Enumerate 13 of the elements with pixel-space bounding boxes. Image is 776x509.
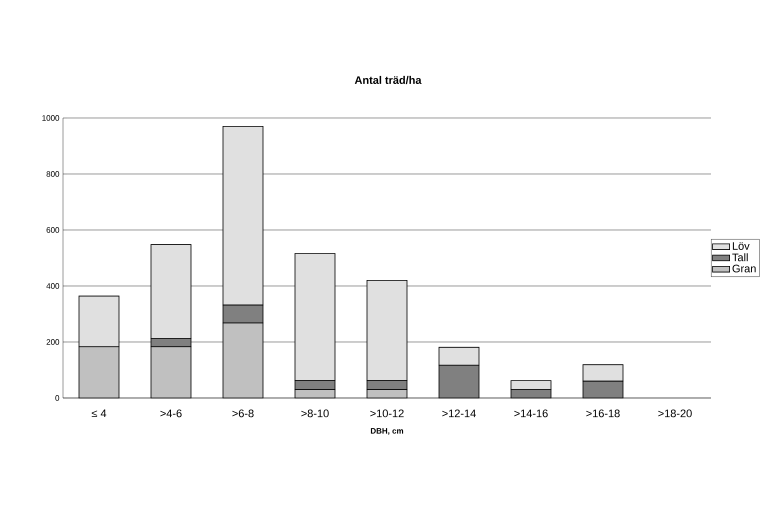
- x-tick-label: >16-18: [586, 410, 620, 418]
- x-tick-label: >10-12: [370, 410, 404, 418]
- legend-label: Löv: [732, 242, 750, 250]
- x-tick-label: >14-16: [514, 410, 548, 418]
- chart-title: Antal träd/ha: [354, 76, 422, 84]
- x-tick-label: >6-8: [232, 410, 254, 418]
- x-tick-label: >18-20: [658, 410, 692, 418]
- x-tick-label: >12-14: [442, 410, 476, 418]
- x-tick-label: >8-10: [301, 410, 329, 418]
- x-tick-label: ≤ 4: [92, 410, 106, 418]
- legend-label: Tall: [732, 253, 748, 262]
- legend-label: Gran: [732, 264, 756, 272]
- x-tick-label: >4-6: [160, 410, 182, 418]
